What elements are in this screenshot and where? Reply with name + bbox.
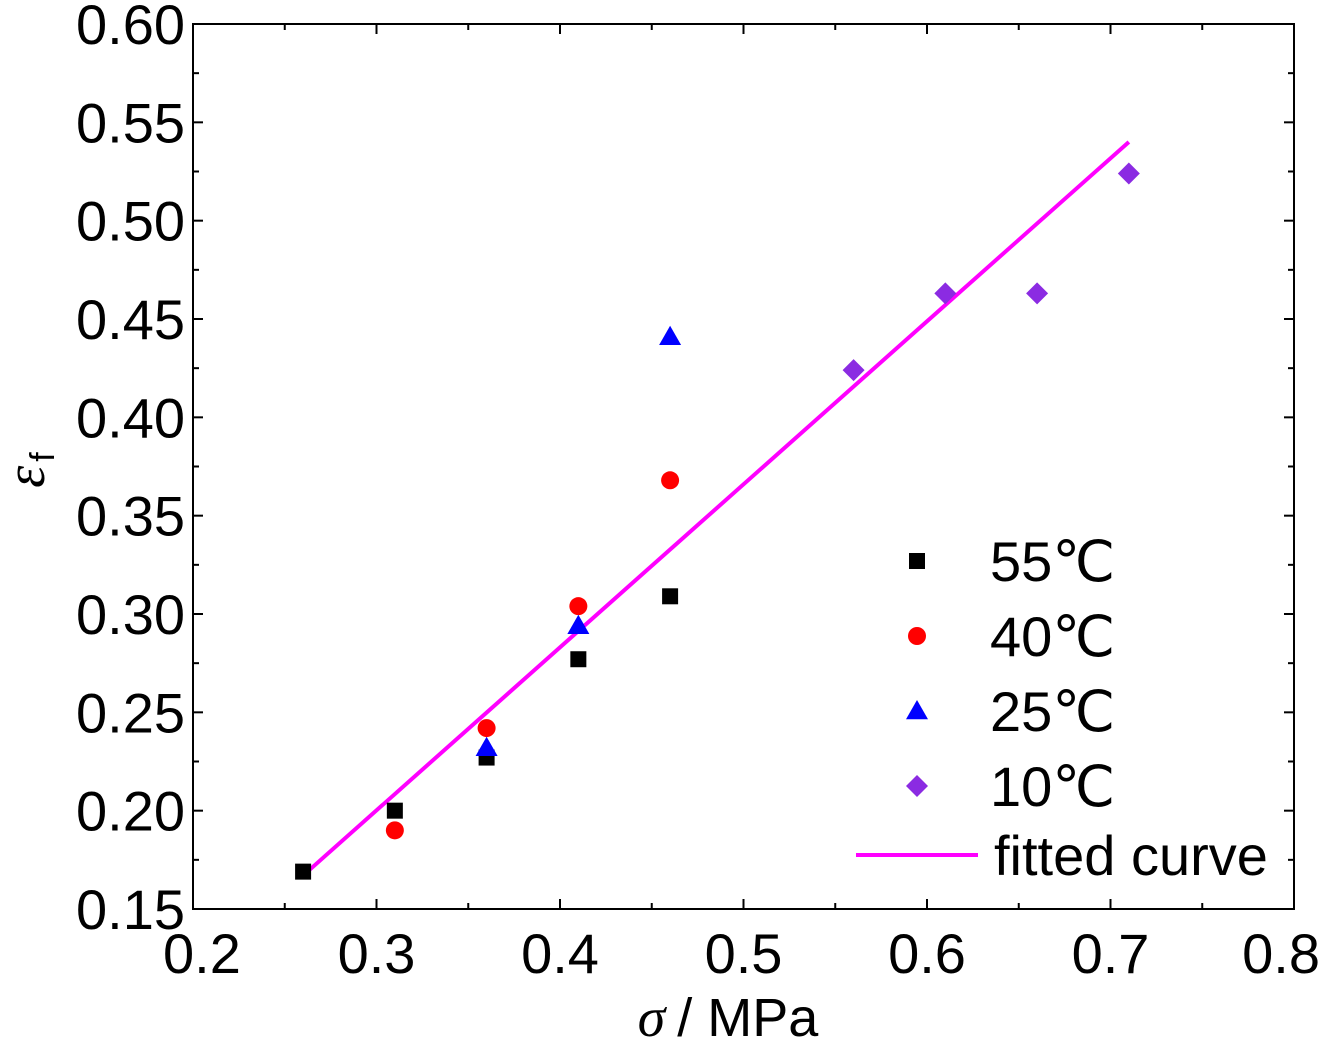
x-axis-unit: / MPa [677, 988, 819, 1041]
data-point-square [662, 588, 679, 605]
legend-label: fitted curve [994, 824, 1268, 887]
legend-marker-diamond [906, 775, 928, 797]
data-point-circle [569, 597, 588, 616]
legend-label: 55℃ [990, 530, 1115, 593]
legend-label: 25℃ [990, 680, 1115, 743]
y-tick-label: 0.55 [76, 91, 185, 154]
fitted-curve-line [301, 140, 1131, 878]
y-axis: 0.15 0.20 0.25 0.30 0.35 0.40 0.45 0.50 0.55 0.60 [76, 0, 1294, 941]
x-tick-label: 0.5 [705, 922, 783, 985]
data-point-square [570, 651, 587, 668]
x-axis-symbol: σ [638, 987, 668, 1041]
x-tick-label: 0.6 [888, 922, 966, 985]
fit-layer [301, 140, 1131, 878]
data-point-circle [385, 821, 404, 840]
plot-area-frame [192, 23, 1295, 910]
data-point-circle [661, 471, 680, 490]
y-tick-label: 0.25 [76, 681, 185, 744]
x-tick-label: 0.7 [1072, 922, 1150, 985]
y-axis-title: ε f [0, 452, 62, 488]
legend-label: 10℃ [990, 755, 1115, 818]
data-point-diamond [1117, 162, 1140, 185]
data-point-triangle [659, 325, 682, 345]
legend-marker-circle [908, 627, 926, 645]
x-tick-label: 0.4 [521, 922, 599, 985]
data-point-diamond [934, 282, 957, 305]
data-point-diamond [842, 359, 865, 382]
x-tick-label: 0.3 [338, 922, 416, 985]
y-tick-label: 0.35 [76, 485, 185, 548]
legend-label: 40℃ [990, 605, 1115, 668]
legend-marker-square [909, 553, 925, 569]
y-axis-symbol: ε [0, 465, 57, 488]
y-axis-subscript: f [24, 452, 62, 462]
y-tick-label: 0.20 [76, 780, 185, 843]
legend-marker-triangle [906, 700, 928, 720]
x-tick-label: 0.8 [1242, 922, 1320, 985]
data-points [295, 162, 1140, 880]
y-tick-label: 0.15 [76, 878, 185, 941]
y-tick-label: 0.30 [76, 583, 185, 646]
data-point-triangle [475, 736, 498, 756]
data-point-triangle [567, 614, 590, 635]
x-tick-label: 0.2 [163, 922, 241, 985]
y-tick-label: 0.45 [76, 288, 185, 351]
y-tick-label: 0.60 [76, 0, 185, 56]
data-point-square [386, 802, 403, 819]
svg-text:ε f: ε f [0, 452, 62, 488]
x-axis: 0.2 0.3 0.4 0.5 0.6 0.7 0.8 [163, 24, 1320, 985]
data-point-circle [477, 719, 496, 738]
y-tick-label: 0.50 [76, 190, 185, 253]
data-point-diamond [1026, 282, 1049, 305]
x-axis-title: σ / MPa [638, 987, 820, 1041]
data-point-square [295, 863, 312, 880]
y-tick-label: 0.40 [76, 386, 185, 449]
